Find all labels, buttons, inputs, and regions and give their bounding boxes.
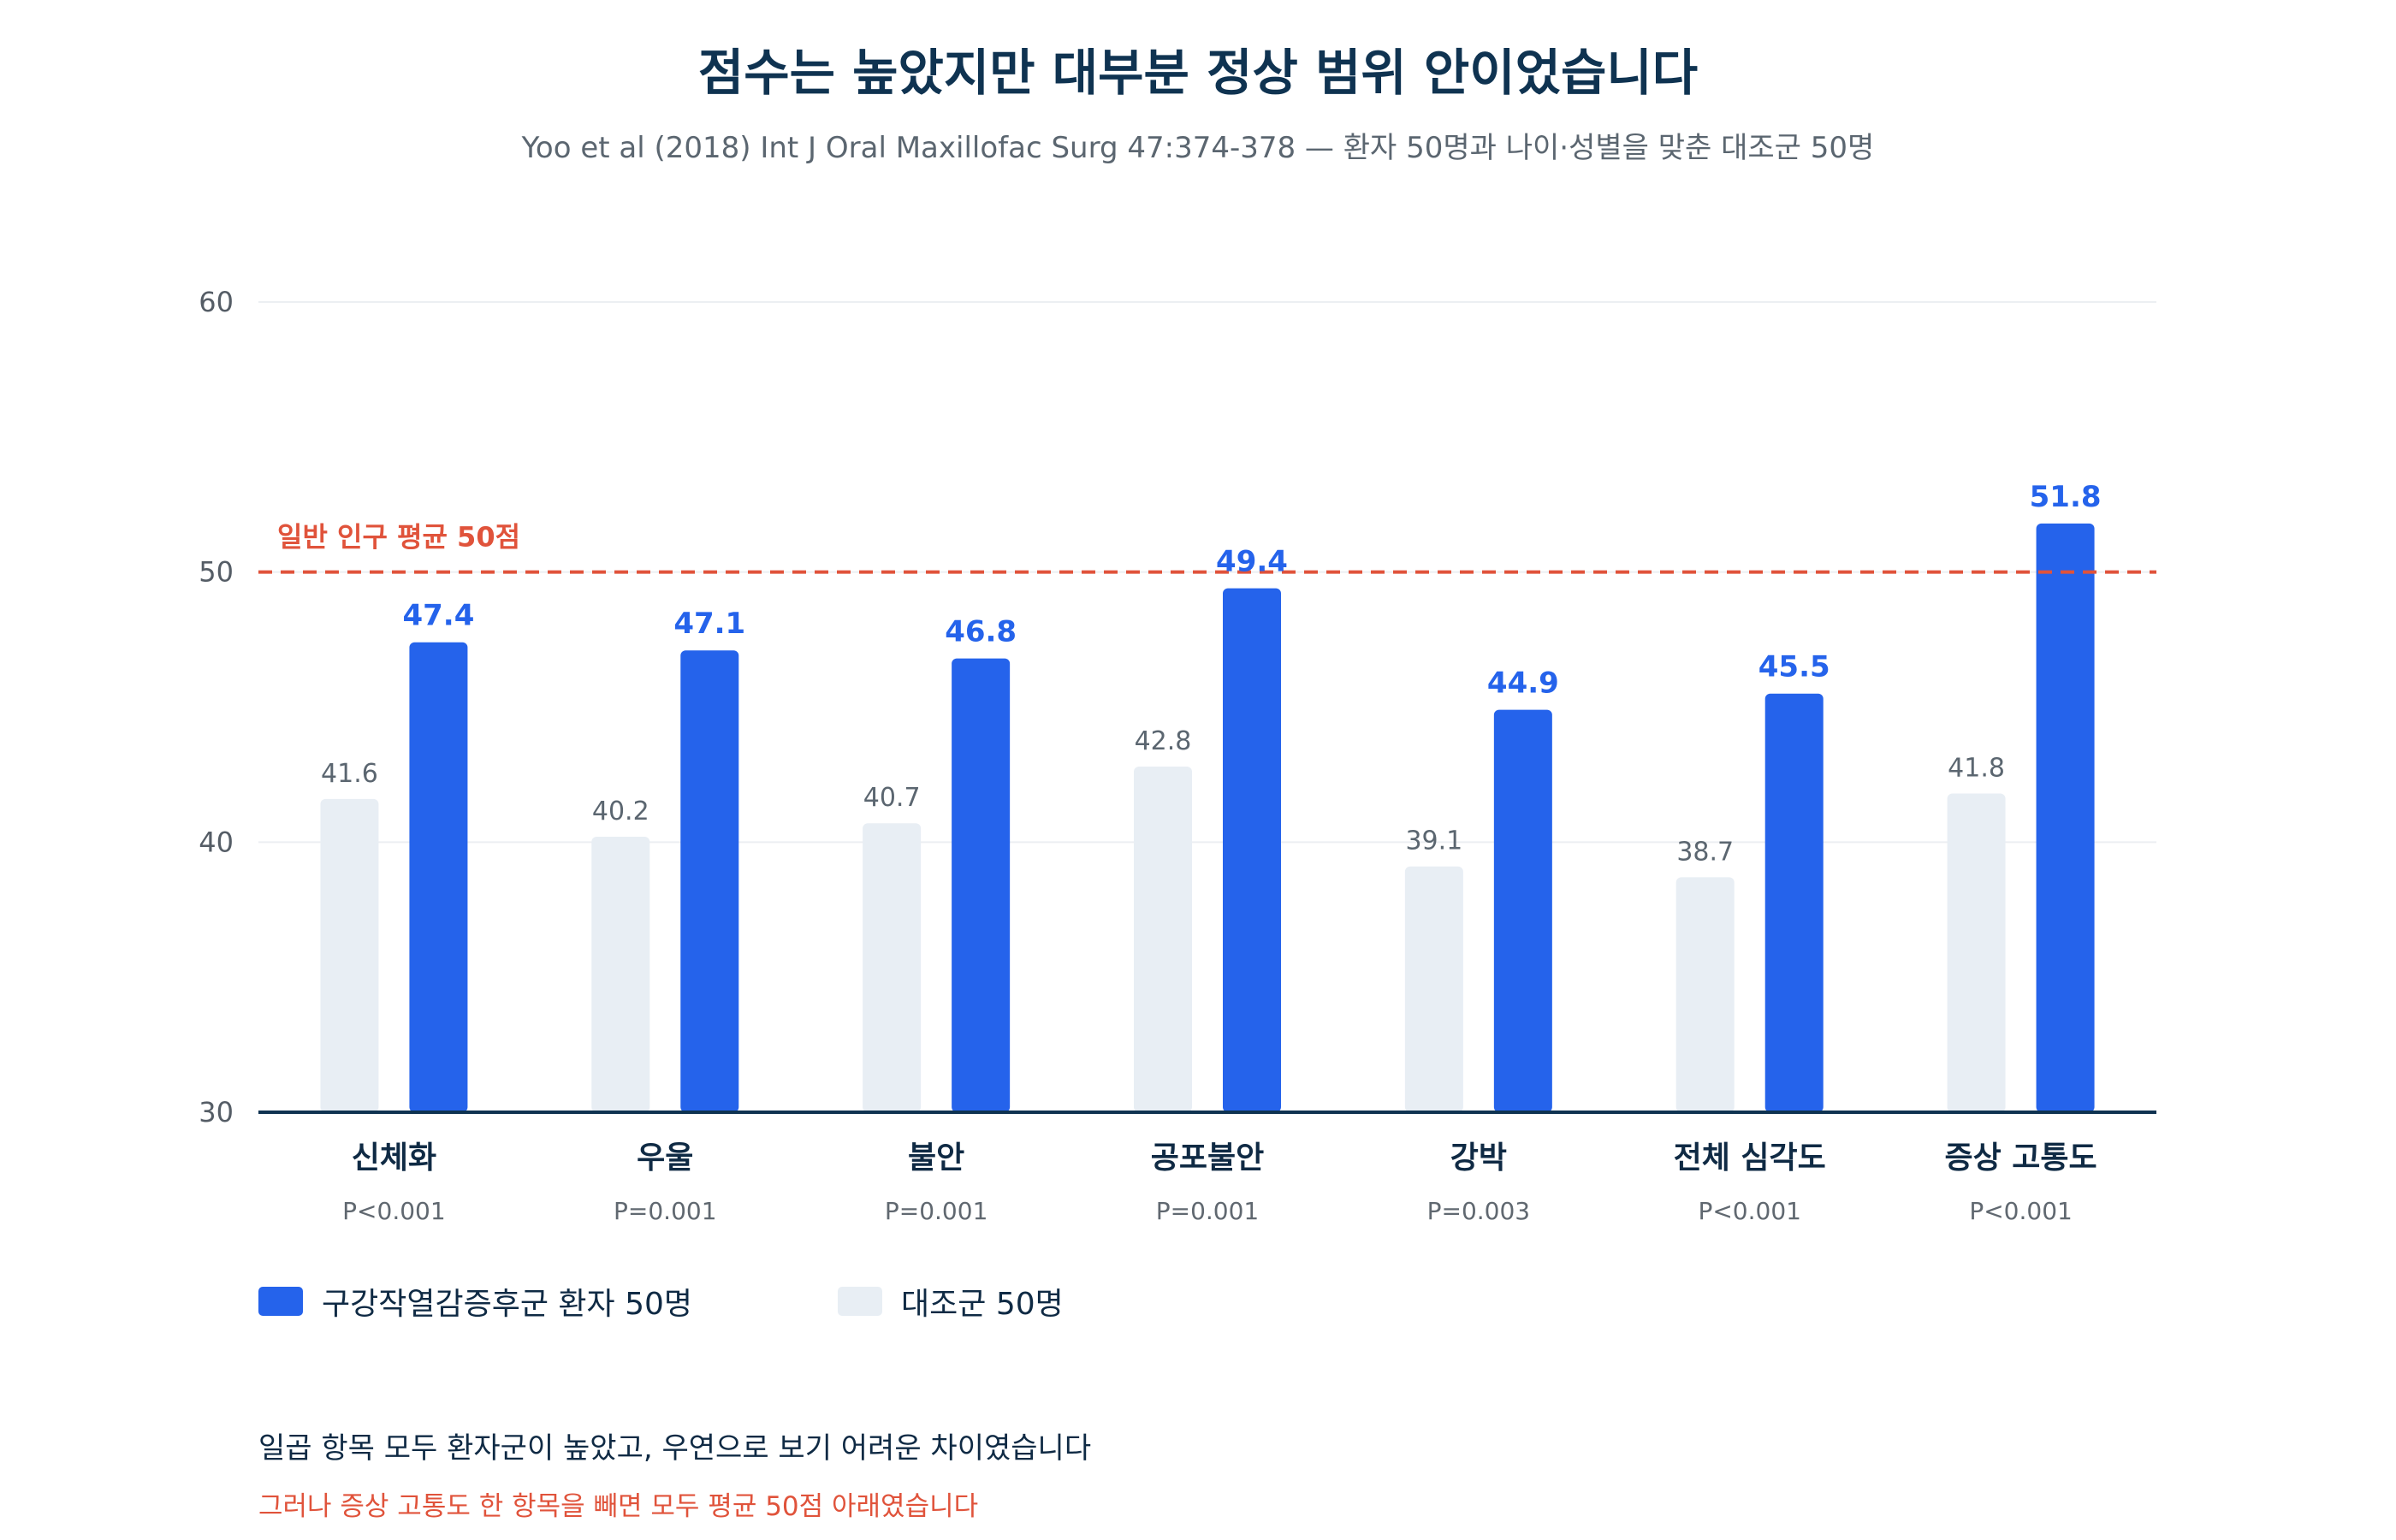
chart-title: 점수는 높았지만 대부분 정상 범위 안이었습니다 (697, 44, 1699, 102)
bar-patient (1493, 709, 1552, 1112)
legend: 구강작열감증후군 환자 50명 대조군 50명 (258, 1279, 1209, 1324)
data-label-control: 40.2 (592, 797, 649, 826)
data-label-patient: 49.4 (1216, 545, 1288, 579)
p-value-label: P<0.001 (342, 1197, 446, 1225)
data-label-control: 42.8 (1135, 726, 1192, 756)
data-label-patient: 45.5 (1758, 650, 1830, 684)
x-tick-label: 강박 (1450, 1140, 1507, 1176)
bar-control (320, 798, 379, 1112)
data-label-patient: 51.8 (2030, 480, 2102, 514)
bar-patient (2036, 523, 2095, 1112)
legend-label-control: 대조군 50명 (901, 1287, 1064, 1322)
bar-patient (680, 650, 739, 1112)
reference-line-label: 일반 인구 평균 50점 (277, 521, 520, 554)
data-label-control: 40.7 (863, 783, 921, 813)
data-label-patient: 44.9 (1487, 666, 1559, 701)
p-value-label: P<0.001 (1698, 1197, 1801, 1225)
y-tick-label: 50 (199, 556, 234, 589)
bar-patient (409, 642, 468, 1112)
y-tick-label: 30 (199, 1096, 234, 1128)
data-label-control: 41.6 (321, 759, 378, 789)
chart-subtitle: Yoo et al (2018) Int J Oral Maxillofac S… (521, 131, 1875, 165)
p-value-label: P=0.001 (614, 1197, 717, 1225)
legend-label-patient: 구강작열감증후군 환자 50명 (322, 1287, 693, 1322)
data-label-control: 41.8 (1948, 754, 2005, 784)
y-tick-label: 40 (199, 826, 234, 858)
x-tick-label: 공포불안 (1151, 1140, 1264, 1176)
legend-item-patient: 구강작열감증후군 환자 50명 (258, 1279, 692, 1324)
p-value-label: P=0.003 (1427, 1197, 1531, 1225)
legend-swatch-patient (258, 1287, 303, 1316)
bar-chart: 30 40 50 60 41.6 47.4 신체화 P<0.001 40.2 47.1 우울 P=0.… (199, 286, 2156, 1225)
note-caveat: 그러나 증상 고통도 한 항목을 빼면 모두 평균 50점 아래였습니다 (258, 1491, 979, 1522)
bar-patient (1764, 693, 1824, 1112)
x-tick-label: 우울 (637, 1140, 693, 1176)
x-tick-label: 신체화 (352, 1140, 436, 1176)
x-tick-label: 증상 고통도 (1945, 1140, 2097, 1176)
bar-control (1947, 793, 2006, 1112)
data-label-patient: 47.4 (402, 599, 474, 633)
x-tick-label: 불안 (908, 1140, 964, 1176)
bar-control (1675, 877, 1735, 1112)
data-label-control: 38.7 (1676, 837, 1734, 867)
note-summary: 일곱 항목 모두 환자군이 높았고, 우연으로 보기 어려운 차이였습니다 (258, 1431, 1092, 1466)
data-label-patient: 46.8 (945, 615, 1017, 649)
bar-patient (952, 658, 1011, 1112)
p-value-label: P=0.001 (1156, 1197, 1260, 1225)
data-label-patient: 47.1 (673, 607, 745, 641)
legend-swatch-control (838, 1287, 883, 1316)
data-label-control: 39.1 (1405, 826, 1462, 856)
y-tick-label: 60 (199, 286, 234, 318)
bar-control (1404, 866, 1463, 1112)
x-tick-label: 전체 심각도 (1674, 1140, 1826, 1176)
p-value-label: P<0.001 (1969, 1197, 2073, 1225)
p-value-label: P=0.001 (885, 1197, 988, 1225)
legend-item-control: 대조군 50명 (838, 1279, 1064, 1324)
bar-patient (1223, 588, 1281, 1112)
bar-control (863, 823, 922, 1112)
bar-control (1134, 766, 1192, 1112)
bar-control (591, 837, 650, 1112)
